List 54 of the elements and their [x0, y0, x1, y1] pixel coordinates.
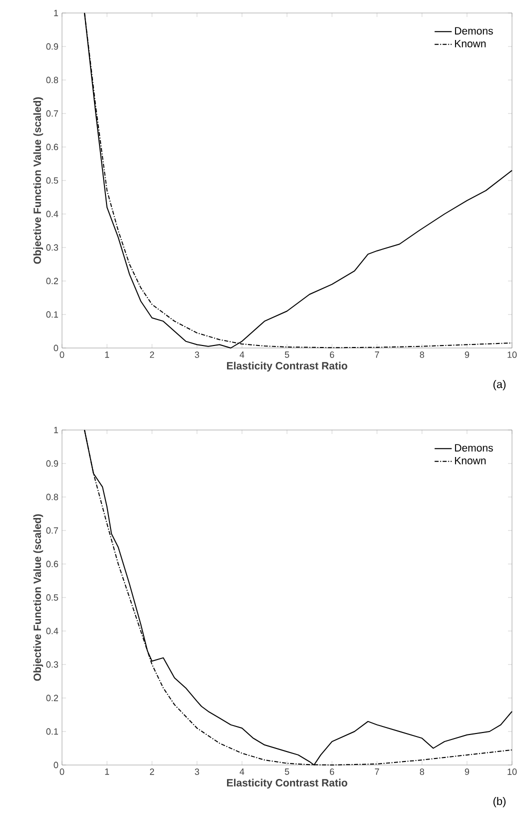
legend-label: Known: [455, 40, 486, 48]
y-tick-label: 0.9: [46, 43, 58, 50]
y-axis-title: Objective Function Value (scaled): [33, 97, 44, 264]
y-tick-label: 0.7: [46, 110, 58, 117]
y-tick-label: 0.2: [46, 694, 58, 702]
x-tick-label: 4: [240, 768, 244, 775]
x-tick-label: 1: [105, 352, 110, 358]
x-tick-label: 10: [508, 352, 517, 358]
x-axis-title: Elasticity Contrast Ratio: [227, 778, 348, 789]
x-tick-label: 0: [60, 352, 64, 358]
y-tick-label: 0.5: [46, 177, 58, 184]
legend-label: Demons: [455, 27, 493, 35]
x-tick-label: 1: [105, 768, 110, 775]
x-axis-title: Elasticity Contrast Ratio: [227, 362, 348, 372]
y-tick-label: 0.7: [46, 527, 58, 534]
y-tick-label: 0.8: [46, 76, 58, 84]
y-tick-label: 0.6: [46, 560, 58, 568]
y-tick-label: 0.3: [46, 661, 58, 668]
x-tick-label: 2: [150, 768, 154, 775]
x-tick-label: 10: [508, 768, 517, 775]
x-tick-label: 3: [194, 768, 200, 775]
y-tick-label: 0.4: [46, 210, 58, 218]
x-tick-label: 6: [330, 768, 334, 775]
x-tick-label: 9: [464, 352, 470, 358]
y-tick-label: 1: [54, 10, 58, 16]
x-tick-label: 8: [420, 352, 424, 358]
y-tick-label: 0: [54, 344, 58, 352]
y-tick-label: 0.8: [46, 494, 58, 500]
y-tick-label: 1: [54, 426, 58, 434]
x-tick-label: 5: [284, 768, 290, 775]
y-axis-title: Objective Function Value (scaled): [33, 514, 44, 681]
x-tick-label: 0: [60, 768, 64, 775]
x-tick-label: 2: [150, 352, 154, 358]
text: (b): [493, 797, 506, 808]
y-tick-label: 0: [54, 762, 58, 768]
y-tick-label: 0.5: [46, 594, 58, 601]
x-tick-label: 7: [374, 352, 380, 358]
y-tick-label: 0.1: [46, 311, 58, 318]
x-tick-label: 8: [420, 768, 424, 775]
y-tick-label: 0.9: [46, 460, 58, 467]
y-tick-label: 0.1: [46, 728, 58, 735]
x-tick-label: 4: [240, 352, 244, 358]
legend-label: Demons: [455, 444, 493, 452]
x-tick-label: 6: [330, 352, 334, 358]
x-tick-label: 9: [464, 768, 470, 775]
x-tick-label: 3: [194, 352, 200, 358]
legend-label: Known: [455, 456, 486, 464]
y-tick-label: 0.4: [46, 628, 58, 634]
y-tick-label: 0.3: [46, 244, 58, 251]
y-tick-label: 0.2: [46, 278, 58, 284]
y-tick-label: 0.6: [46, 144, 58, 150]
x-tick-label: 5: [284, 352, 290, 358]
text: (a): [493, 380, 506, 390]
x-tick-label: 7: [374, 768, 380, 775]
